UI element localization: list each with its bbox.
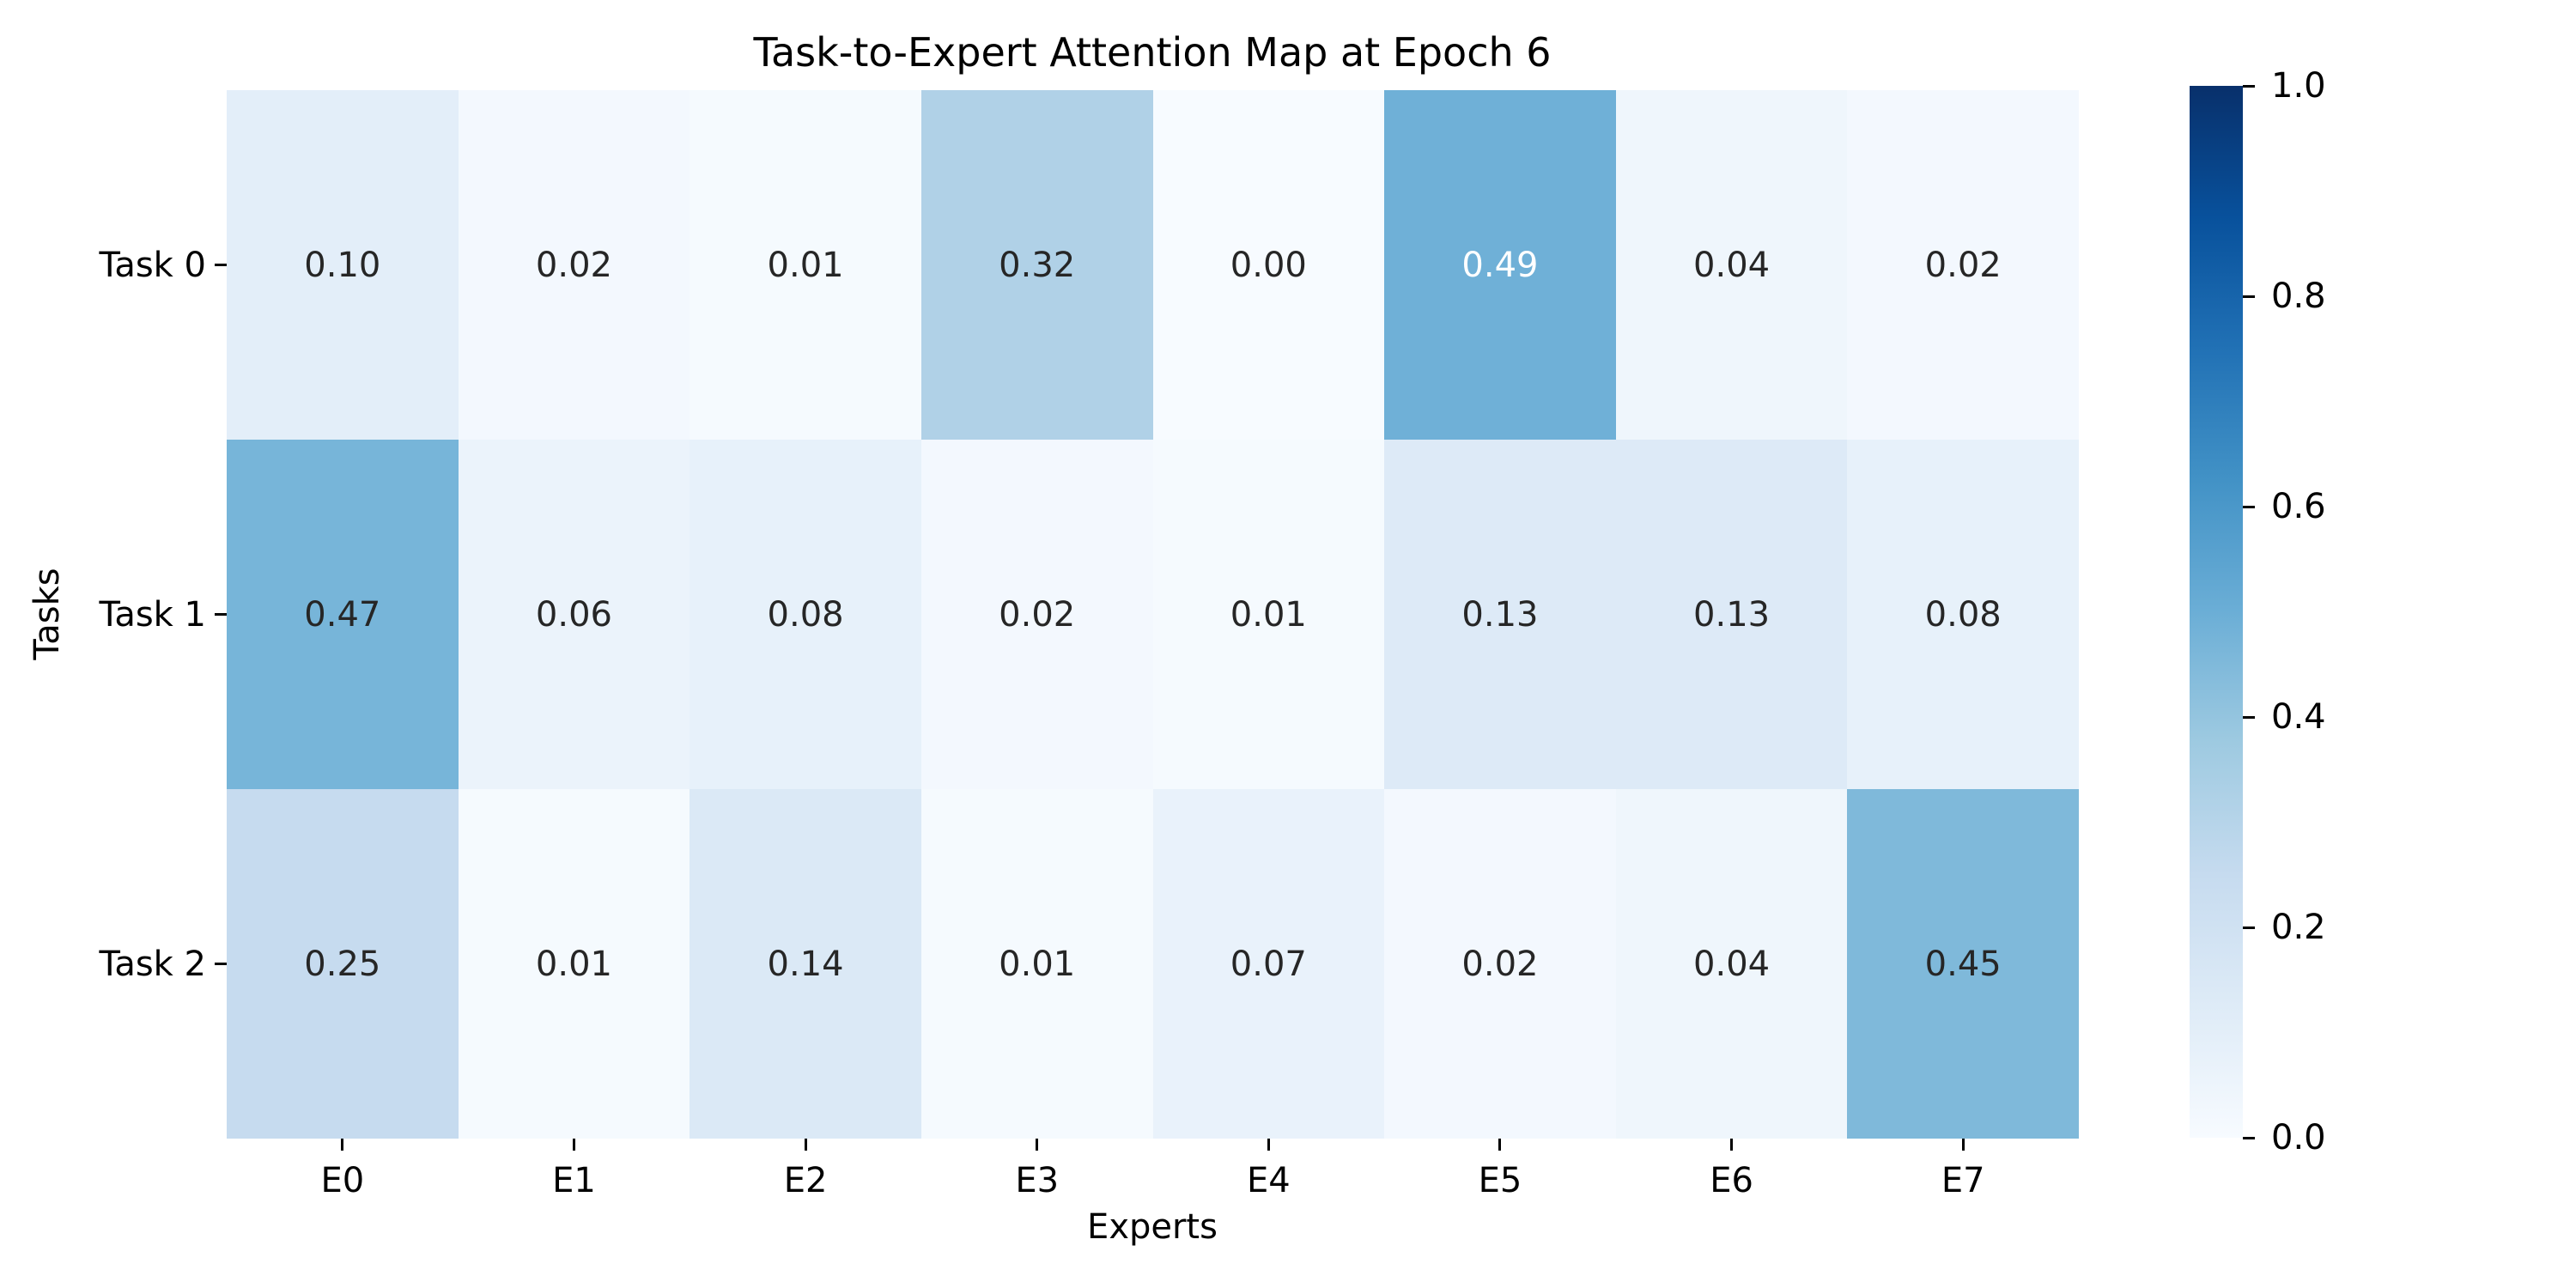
colorbar-gradient	[2190, 86, 2243, 1138]
heatmap-cell: 0.08	[1847, 440, 2079, 789]
heatmap-cell: 0.49	[1384, 90, 1616, 440]
heatmap-cell: 0.14	[690, 789, 921, 1139]
x-tick-label: E5	[1478, 1161, 1522, 1200]
x-tick-mark	[1498, 1139, 1502, 1151]
colorbar-tick-label: 0.4	[2271, 697, 2326, 737]
heatmap-cell: 0.00	[1152, 90, 1385, 440]
cell-value: 0.32	[999, 245, 1076, 285]
heatmap-cell: 0.10	[227, 90, 459, 440]
colorbar-tick-label: 0.0	[2271, 1118, 2326, 1157]
cell-value: 0.01	[999, 944, 1076, 984]
heatmap-cell: 0.02	[458, 90, 690, 440]
heatmap-cell: 0.32	[920, 90, 1153, 440]
cell-value: 0.02	[1924, 245, 2002, 285]
x-axis-label: Experts	[1087, 1207, 1218, 1247]
y-tick-label: Task 2	[99, 944, 207, 984]
x-tick-label: E7	[1941, 1161, 1985, 1200]
heatmap-cell: 0.02	[1384, 789, 1616, 1139]
x-tick-label: E2	[783, 1161, 828, 1200]
colorbar-tick-mark	[2243, 295, 2255, 298]
cell-value: 0.14	[767, 944, 844, 984]
colorbar-tick-mark	[2243, 715, 2255, 719]
y-tick-mark	[215, 264, 227, 266]
colorbar-tick-label: 0.8	[2271, 276, 2326, 316]
cell-value: 0.08	[1924, 594, 2002, 635]
heatmap-cell: 0.04	[1615, 789, 1848, 1139]
heatmap-cell: 0.13	[1615, 440, 1848, 789]
x-tick-label: E6	[1710, 1161, 1753, 1200]
x-tick-label: E1	[552, 1161, 596, 1200]
colorbar-tick-mark	[2243, 1136, 2255, 1139]
colorbar-tick-mark	[2243, 926, 2255, 929]
x-tick-mark	[572, 1139, 575, 1151]
heatmap-cell: 0.07	[1152, 789, 1385, 1139]
heatmap-cell: 0.25	[227, 789, 459, 1139]
cell-value: 0.45	[1924, 944, 2002, 984]
cell-value: 0.01	[1230, 594, 1307, 635]
x-tick-mark	[341, 1139, 344, 1151]
y-axis-label: Tasks	[27, 568, 67, 660]
cell-value: 0.02	[999, 594, 1076, 635]
y-tick-label: Task 1	[99, 594, 207, 635]
cell-value: 0.47	[304, 594, 381, 635]
x-tick-mark	[1961, 1139, 1965, 1151]
heatmap-cell: 0.01	[920, 789, 1153, 1139]
cell-value: 0.02	[1461, 944, 1539, 984]
cell-value: 0.08	[767, 594, 844, 635]
x-tick-mark	[1730, 1139, 1734, 1151]
heatmap-cell: 0.13	[1384, 440, 1616, 789]
colorbar-tick-mark	[2243, 505, 2255, 508]
heatmap-cell: 0.02	[1847, 90, 2079, 440]
x-tick-label: E0	[320, 1161, 365, 1200]
y-tick-mark	[215, 963, 227, 965]
heatmap-cell: 0.06	[458, 440, 690, 789]
colorbar-tick-label: 0.2	[2271, 908, 2326, 947]
cell-value: 0.13	[1693, 594, 1771, 635]
cell-value: 0.49	[1461, 245, 1539, 285]
heatmap-cell: 0.01	[1152, 440, 1385, 789]
heatmap-grid: 0.10 0.02 0.01 0.32 0.00 0.49 0.04 0.02 0.47 0.06…	[227, 90, 2079, 1139]
cell-value: 0.10	[304, 245, 381, 285]
y-tick-label: Task 0	[99, 245, 207, 285]
cell-value: 0.25	[304, 944, 381, 984]
x-tick-label: E4	[1246, 1161, 1291, 1200]
cell-value: 0.13	[1461, 594, 1539, 635]
x-tick-label: E3	[1015, 1161, 1060, 1200]
chart-title: Task-to-Expert Attention Map at Epoch 6	[753, 29, 1552, 76]
x-tick-mark	[804, 1139, 807, 1151]
colorbar-tick-label: 0.6	[2271, 487, 2326, 526]
cell-value: 0.07	[1230, 944, 1307, 984]
heatmap-cell: 0.47	[227, 440, 459, 789]
y-tick-mark	[215, 613, 227, 616]
cell-value: 0.04	[1693, 944, 1771, 984]
heatmap-cell: 0.01	[458, 789, 690, 1139]
heatmap-cell: 0.04	[1615, 90, 1848, 440]
heatmap-cell: 0.08	[690, 440, 921, 789]
colorbar-tick-label: 1.0	[2271, 66, 2326, 106]
cell-value: 0.06	[535, 594, 612, 635]
cell-value: 0.01	[767, 245, 844, 285]
heatmap-cell: 0.45	[1847, 789, 2079, 1139]
heatmap-cell: 0.01	[690, 90, 921, 440]
x-tick-mark	[1267, 1139, 1270, 1151]
heatmap-cell: 0.02	[920, 440, 1153, 789]
cell-value: 0.00	[1230, 245, 1307, 285]
cell-value: 0.04	[1693, 245, 1771, 285]
cell-value: 0.02	[535, 245, 612, 285]
colorbar-tick-mark	[2243, 84, 2255, 88]
cell-value: 0.01	[535, 944, 612, 984]
x-tick-mark	[1036, 1139, 1039, 1151]
